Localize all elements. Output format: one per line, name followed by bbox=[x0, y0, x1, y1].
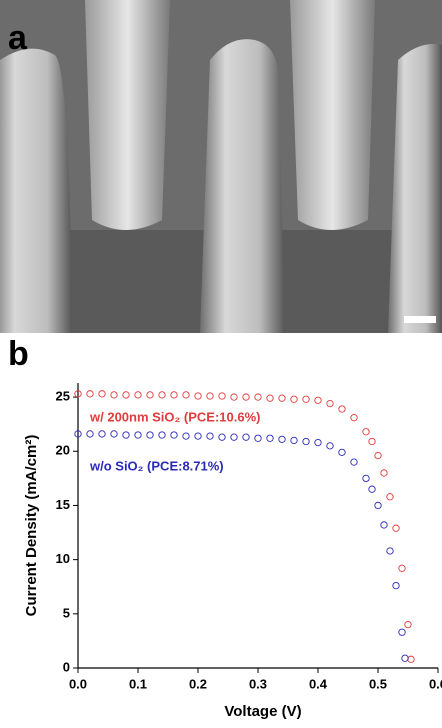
x-tick-label: 0.5 bbox=[369, 676, 387, 691]
legend-entry: w/o SiO₂ (PCE:8.71%) bbox=[89, 458, 224, 473]
x-tick-label: 0.2 bbox=[189, 676, 207, 691]
x-tick-label: 0.1 bbox=[129, 676, 147, 691]
data-point bbox=[380, 469, 388, 477]
data-point bbox=[254, 434, 262, 442]
data-point bbox=[374, 501, 382, 510]
y-tick-label: 10 bbox=[56, 551, 70, 566]
data-point bbox=[392, 581, 400, 590]
panel-label: b bbox=[8, 335, 29, 373]
y-tick-label: 15 bbox=[56, 497, 70, 512]
data-point bbox=[98, 430, 106, 438]
x-tick-label: 0.3 bbox=[249, 676, 267, 691]
data-point bbox=[122, 431, 130, 439]
x-tick-label: 0.4 bbox=[309, 676, 328, 691]
data-point bbox=[326, 442, 334, 450]
data-point bbox=[290, 436, 298, 445]
data-point bbox=[266, 434, 274, 442]
data-point bbox=[338, 405, 346, 413]
data-point bbox=[218, 433, 226, 441]
y-tick-label: 25 bbox=[56, 389, 70, 404]
data-point bbox=[302, 437, 310, 446]
data-point bbox=[98, 390, 106, 398]
data-point bbox=[146, 431, 154, 439]
data-point bbox=[398, 628, 406, 636]
data-point bbox=[314, 396, 322, 404]
data-point bbox=[170, 431, 178, 439]
data-point bbox=[302, 395, 310, 403]
data-point bbox=[242, 393, 250, 401]
data-point bbox=[386, 493, 394, 501]
data-point bbox=[206, 432, 214, 440]
data-point bbox=[314, 438, 322, 447]
data-point bbox=[230, 393, 238, 401]
legend-entry: w/ 200nm SiO₂ (PCE:10.6%) bbox=[89, 409, 261, 424]
data-point bbox=[230, 433, 238, 441]
data-point bbox=[86, 390, 94, 398]
data-point bbox=[194, 392, 202, 400]
sem-image bbox=[0, 0, 442, 334]
data-point bbox=[290, 395, 298, 403]
data-point bbox=[362, 474, 370, 483]
x-tick-label: 0.0 bbox=[69, 676, 87, 691]
data-point bbox=[170, 391, 178, 399]
data-point bbox=[194, 432, 202, 440]
data-point bbox=[392, 524, 400, 532]
data-point bbox=[350, 414, 358, 422]
data-point bbox=[158, 431, 166, 439]
data-point bbox=[407, 655, 415, 663]
data-point bbox=[242, 433, 250, 441]
data-point bbox=[338, 448, 346, 457]
data-point bbox=[182, 391, 190, 399]
data-point bbox=[206, 392, 214, 400]
data-point bbox=[401, 654, 409, 662]
x-tick-label: 0.6 bbox=[429, 676, 442, 691]
data-point bbox=[368, 485, 376, 493]
data-point bbox=[386, 547, 394, 555]
data-point bbox=[350, 458, 358, 466]
x-axis-label: Voltage (V) bbox=[224, 703, 301, 720]
data-point bbox=[86, 430, 94, 438]
data-point bbox=[110, 391, 118, 399]
data-point bbox=[362, 428, 370, 436]
data-point bbox=[74, 430, 82, 438]
panel-label: a bbox=[8, 19, 28, 57]
data-point bbox=[278, 394, 286, 402]
data-point bbox=[326, 399, 334, 408]
y-tick-label: 5 bbox=[63, 605, 70, 620]
data-point bbox=[266, 394, 274, 402]
data-point bbox=[254, 393, 262, 401]
data-point bbox=[110, 430, 118, 438]
data-point bbox=[380, 521, 388, 529]
data-point bbox=[368, 437, 376, 446]
data-point bbox=[134, 391, 142, 399]
data-point bbox=[398, 564, 406, 572]
data-point bbox=[182, 432, 190, 440]
data-point bbox=[374, 451, 382, 460]
data-point bbox=[218, 392, 226, 400]
y-axis-label: Current Density (mA/cm²) bbox=[23, 435, 40, 617]
data-point bbox=[122, 391, 130, 399]
data-point bbox=[134, 431, 142, 439]
data-point bbox=[146, 391, 154, 399]
data-point bbox=[278, 435, 286, 443]
y-tick-label: 20 bbox=[56, 443, 70, 458]
data-point bbox=[158, 391, 166, 399]
data-point bbox=[74, 390, 82, 398]
y-tick-label: 0 bbox=[63, 659, 70, 674]
data-point bbox=[404, 621, 412, 629]
